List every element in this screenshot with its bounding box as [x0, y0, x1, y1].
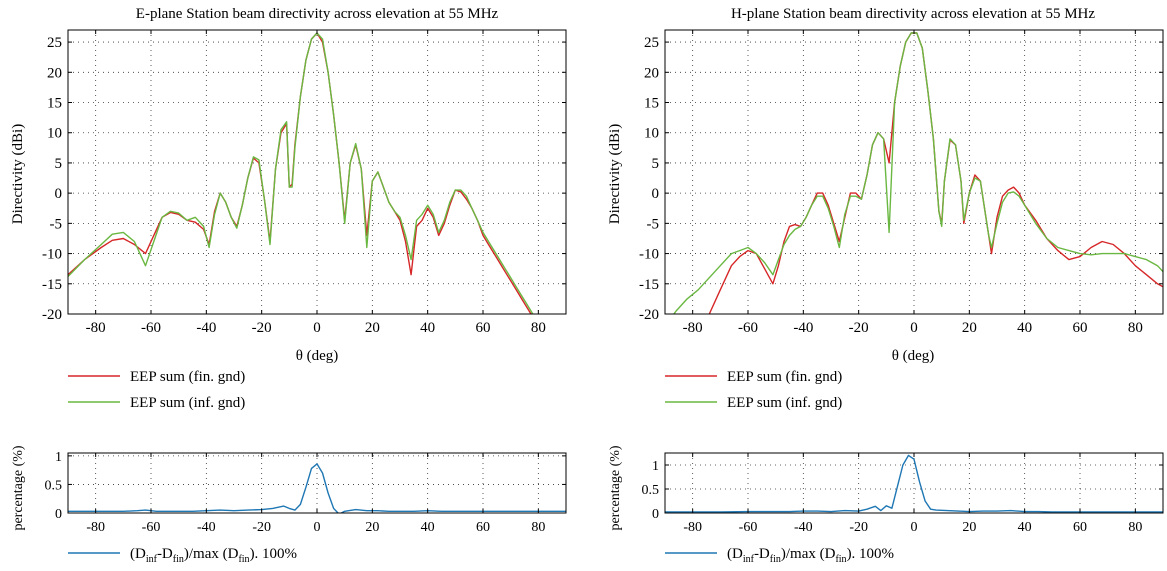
y-tick-label: 10 [47, 126, 62, 142]
legend-label-percentage: (Dinf-Dfin)/max (Dfin). 100% [130, 546, 297, 565]
x-tick-label: 0 [314, 520, 321, 535]
y-axis-label: Directivity (dBi) [10, 124, 26, 224]
x-tick-label: -80 [86, 320, 106, 336]
x-tick-label: -40 [794, 520, 813, 535]
y-tick-label: -15 [42, 277, 62, 293]
y-tick-label: 0 [55, 507, 62, 522]
series-line [673, 32, 1163, 314]
legend-e-plane: EEP sum (fin. gnd) EEP sum (inf. gnd) [68, 369, 245, 411]
x-tick-label: 0 [911, 520, 918, 535]
chart-title: H-plane Station beam directivity across … [731, 6, 1095, 22]
x-tick-label: -80 [86, 520, 105, 535]
y-tick-label: 15 [644, 96, 659, 112]
h-plane-directivity-chart: H-plane Station beam directivity across … [607, 6, 1164, 364]
x-tick-label: -40 [793, 320, 813, 336]
x-tick-label: 40 [420, 320, 435, 336]
x-tick-label: 20 [365, 520, 379, 535]
y-tick-label: 0.5 [642, 483, 660, 498]
x-tick-label: -80 [683, 320, 703, 336]
x-axis-label: θ (deg) [296, 348, 339, 364]
series-line [68, 463, 566, 513]
x-axis-label: θ (deg) [892, 348, 935, 364]
x-tick-label: 20 [962, 520, 976, 535]
y-tick-label: 25 [644, 35, 659, 51]
x-tick-label: 60 [1073, 520, 1087, 535]
x-tick-label: 40 [1018, 520, 1032, 535]
x-tick-label: 40 [1017, 320, 1032, 336]
y-axis-label: percentage (%) [608, 445, 623, 530]
y-tick-label: 20 [47, 65, 62, 81]
x-tick-label: 40 [421, 520, 435, 535]
y-tick-label: -5 [647, 216, 660, 232]
y-axis-label: Directivity (dBi) [607, 124, 623, 224]
x-tick-label: 60 [1073, 320, 1088, 336]
y-tick-label: 0 [55, 186, 63, 202]
x-tick-label: -20 [252, 520, 271, 535]
x-tick-label: 20 [962, 320, 977, 336]
x-tick-label: -60 [142, 520, 161, 535]
y-tick-label: 0 [652, 507, 659, 522]
e-plane-directivity-chart: E-plane Station beam directivity across … [10, 6, 567, 364]
y-tick-label: -10 [639, 247, 659, 263]
x-tick-label: 80 [531, 320, 546, 336]
x-tick-label: -20 [849, 320, 869, 336]
plot-area [68, 30, 566, 314]
x-tick-label: -40 [197, 520, 216, 535]
y-tick-label: 0 [652, 186, 660, 202]
x-tick-label: 60 [476, 320, 491, 336]
legend-label-fin-gnd: EEP sum (fin. gnd) [130, 369, 245, 385]
x-tick-label: -20 [252, 320, 272, 336]
x-tick-label: 0 [910, 320, 918, 336]
x-tick-label: -60 [141, 320, 161, 336]
legend-label-percentage: (Dinf-Dfin)/max (Dfin). 100% [727, 546, 894, 565]
x-tick-label: -60 [738, 320, 758, 336]
x-tick-label: -80 [683, 520, 702, 535]
legend-h-plane: EEP sum (fin. gnd) EEP sum (inf. gnd) [665, 369, 842, 411]
y-tick-label: 15 [47, 96, 62, 112]
y-tick-label: 1 [55, 450, 62, 465]
legend-label-inf-gnd: EEP sum (inf. gnd) [727, 395, 842, 411]
x-tick-label: -40 [196, 320, 216, 336]
y-tick-label: -5 [50, 216, 63, 232]
x-tick-label: -60 [739, 520, 758, 535]
legend-label-inf-gnd: EEP sum (inf. gnd) [130, 395, 245, 411]
y-tick-label: -20 [639, 307, 659, 323]
x-tick-label: 80 [1128, 520, 1142, 535]
y-tick-label: 20 [644, 65, 659, 81]
plot-area [665, 30, 1163, 314]
y-tick-label: 25 [47, 35, 62, 51]
y-tick-label: -20 [42, 307, 62, 323]
x-tick-label: 60 [476, 520, 490, 535]
y-tick-label: 1 [652, 459, 659, 474]
x-tick-label: 0 [313, 320, 321, 336]
series-line [68, 32, 534, 314]
y-tick-label: 10 [644, 126, 659, 142]
y-tick-label: -10 [42, 247, 62, 263]
e-plane-percentage-chart: percentage (%) -80 -60 -40 -20 0 20 40 60 80 0 0.5… [11, 445, 567, 535]
x-tick-label: 80 [531, 520, 545, 535]
y-tick-label: 5 [55, 156, 63, 172]
y-tick-label: 5 [652, 156, 660, 172]
y-axis-label: percentage (%) [11, 445, 26, 530]
legend-h-plane-percentage: (Dinf-Dfin)/max (Dfin). 100% [665, 546, 894, 565]
x-tick-label: 80 [1128, 320, 1143, 336]
x-tick-label: -20 [849, 520, 868, 535]
legend-e-plane-percentage: (Dinf-Dfin)/max (Dfin). 100% [68, 546, 297, 565]
y-tick-label: -15 [639, 277, 659, 293]
h-plane-percentage-chart: percentage (%) -80 -60 -40 -20 0 20 40 60 80 0 0.5… [608, 445, 1164, 535]
chart-title: E-plane Station beam directivity across … [136, 6, 499, 22]
x-tick-label: 20 [365, 320, 380, 336]
legend-label-fin-gnd: EEP sum (fin. gnd) [727, 369, 842, 385]
y-tick-label: 0.5 [45, 478, 63, 493]
